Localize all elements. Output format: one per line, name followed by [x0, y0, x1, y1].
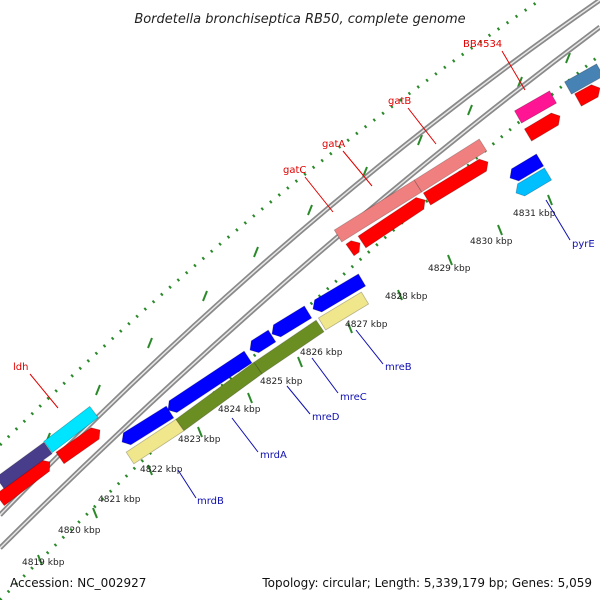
gene-label-mrec: mreC [340, 392, 367, 403]
gene-block-slate [0, 441, 53, 490]
lower-major-tick [297, 356, 303, 368]
genome-backbone [0, 0, 600, 550]
upper-dot-track-outer [0, 0, 543, 447]
gene-block-red [422, 158, 489, 206]
tick-label: 4823 kbp [178, 435, 221, 445]
upper-major-tick [417, 134, 423, 146]
gene-features [0, 63, 600, 507]
lower-major-tick [247, 392, 253, 404]
label-leader-line [304, 176, 334, 213]
gene-block-red [523, 112, 561, 142]
tick-label: 4828 kbp [385, 292, 428, 302]
gene-block-blue [249, 329, 277, 354]
gene-block-red [357, 197, 426, 249]
upper-major-tick [565, 52, 571, 64]
label-leader-line [355, 329, 384, 365]
upper-major-tick [202, 290, 208, 302]
lower-major-tick [447, 254, 453, 266]
gene-label-mrda: mrdA [260, 450, 287, 461]
label-leader-line [29, 373, 59, 409]
gene-block-magenta [513, 90, 558, 124]
accession-text: Accession: NC_002927 [10, 576, 146, 590]
gene-block-khaki [317, 291, 370, 331]
lower-dot-track-outer [0, 53, 600, 600]
coordinate-tick-labels: 4819 kbp 4820 kbp 4821 kbp 4822 kbp 4823 kbp… [22, 209, 556, 568]
label-leader-line [342, 150, 373, 187]
gene-label-pyre: pyrE [572, 239, 595, 250]
upper-major-tick [307, 204, 313, 216]
lower-major-tick [347, 322, 353, 334]
label-leader-line [177, 469, 197, 499]
topology-summary: Topology: circular; Length: 5,339,179 bp… [261, 576, 592, 590]
lower-major-tick [197, 426, 203, 438]
gene-block-pink [413, 138, 488, 193]
gene-block-blue [271, 305, 313, 338]
label-leader-line [231, 417, 259, 453]
tick-label: 4825 kbp [260, 377, 303, 387]
gene-block-blue [312, 273, 367, 313]
lower-major-tick [37, 554, 43, 566]
label-leader-line [501, 50, 526, 91]
lower-major-tick [147, 464, 153, 476]
tick-label: 4824 kbp [218, 405, 261, 415]
map-title: Bordetella bronchiseptica RB50, complete… [134, 12, 465, 27]
gene-block-steel [564, 63, 600, 95]
gene-label-mreb: mreB [385, 362, 412, 373]
gene-block-red [55, 427, 101, 465]
tick-label: 4821 kbp [98, 495, 141, 505]
label-leader-line [545, 199, 571, 241]
gene-block-red [345, 240, 361, 257]
gene-label-gatb: gatB [388, 96, 411, 107]
lower-major-tick [397, 289, 403, 301]
gene-block-blue [167, 350, 253, 413]
lower-major-tick [497, 224, 503, 236]
tick-label: 4830 kbp [470, 237, 513, 247]
tick-label: 4826 kbp [300, 348, 343, 358]
tick-label: 4820 kbp [58, 526, 101, 536]
upper-major-tick [253, 246, 259, 258]
gene-block-cyan [43, 405, 99, 454]
lower-major-tick [547, 194, 553, 206]
backbone-upper-highlight [0, 0, 600, 516]
gene-label-gatc: gatC [283, 165, 306, 176]
gene-label-gata: gatA [322, 139, 345, 150]
backbone-lower-highlight [0, 26, 600, 549]
gene-label-ldh: ldh [13, 362, 28, 373]
gene-label-bb4534: BB4534 [463, 39, 502, 50]
lower-major-tick [92, 507, 98, 519]
gene-block-olive [253, 319, 325, 375]
upper-major-tick [147, 337, 153, 349]
gene-label-mred: mreD [312, 412, 340, 423]
tick-label: 4819 kbp [22, 558, 65, 568]
backbone-lower [0, 24, 600, 550]
gene-block-red [0, 459, 51, 507]
gene-block-skyblue [515, 167, 553, 197]
tick-label: 4827 kbp [345, 320, 388, 330]
label-leader-line [407, 107, 437, 145]
gene-block-blue [509, 153, 545, 182]
gene-label-mrdb: mrdB [197, 496, 224, 507]
tick-label: 4829 kbp [428, 264, 471, 274]
gene-block-olive [175, 361, 263, 432]
gene-block-red [574, 84, 600, 107]
upper-major-tick [467, 104, 473, 116]
label-leader-line [286, 385, 311, 415]
upper-major-tick [95, 384, 101, 396]
gene-block-blue [121, 405, 175, 446]
tick-label: 4831 kbp [513, 209, 556, 219]
tick-label: 4822 kbp [140, 465, 183, 475]
label-leader-line [311, 357, 339, 394]
